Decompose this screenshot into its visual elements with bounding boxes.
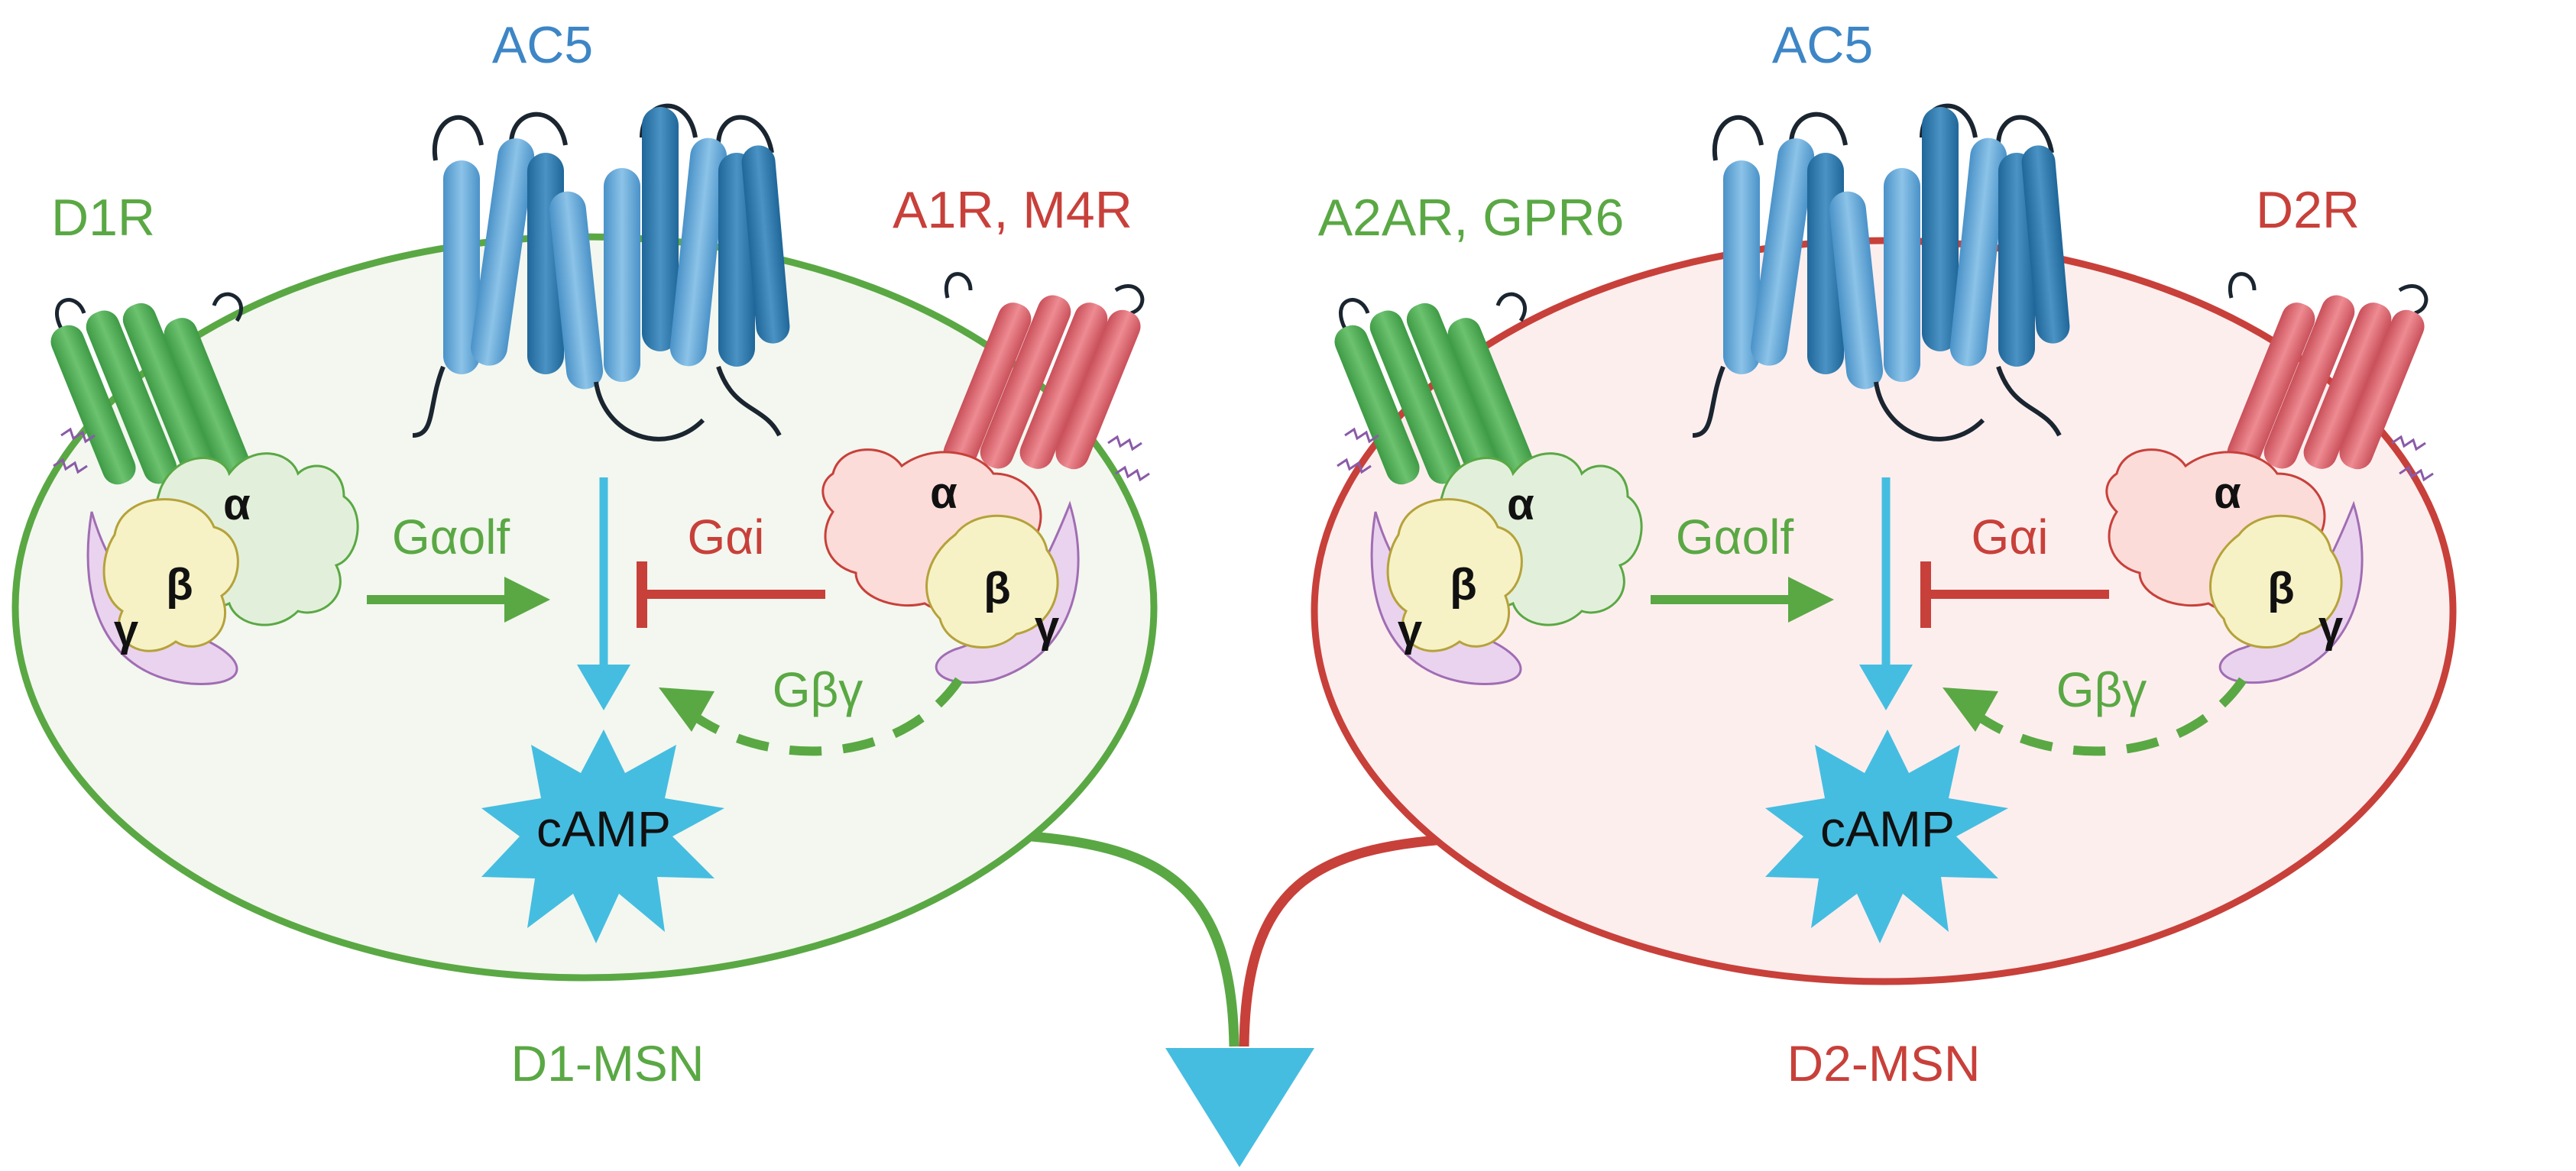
camp-label-left: cAMP bbox=[536, 801, 671, 857]
d2-msn-label: D2-MSN bbox=[1787, 1035, 1980, 1092]
camp-star-right bbox=[1765, 729, 2008, 943]
gbg-arrowhead-right bbox=[1943, 687, 1998, 732]
gamma-label-right-inhib: γ bbox=[2318, 602, 2344, 652]
gamma-label-left-inhib: γ bbox=[1035, 602, 1060, 652]
camp-star-left bbox=[481, 729, 724, 943]
g-protein-inhib-left: α β γ bbox=[821, 448, 1080, 684]
d2-output-line bbox=[1239, 833, 1456, 1047]
camp-label-right: cAMP bbox=[1820, 801, 1955, 857]
ac5-camp-arrowhead-right bbox=[1859, 665, 1913, 710]
ac5-enzyme-right bbox=[1692, 103, 2070, 442]
ac5-camp-arrowhead-left bbox=[577, 665, 630, 710]
beta-subunit-left-stim bbox=[102, 498, 239, 652]
beta-label-right-stim: β bbox=[1450, 560, 1476, 610]
g-protein-stim-left: α β γ bbox=[86, 452, 359, 685]
camp-burst-left: cAMP bbox=[481, 729, 724, 943]
d1r-receptor bbox=[50, 292, 252, 485]
a1r-m4r-label: A1R, M4R bbox=[893, 181, 1132, 239]
output-arrowhead bbox=[1165, 1048, 1314, 1167]
d1r-label: D1R bbox=[51, 189, 155, 247]
g-protein-stim-right: α β γ bbox=[1370, 452, 1643, 685]
g-protein-inhib-right: α β γ bbox=[2105, 448, 2364, 684]
beta-subunit-right-stim bbox=[1386, 498, 1523, 652]
beta-subunit-right-inhib bbox=[2209, 514, 2343, 649]
beta-label-left-stim: β bbox=[166, 560, 193, 610]
gaolf-arrowhead-left bbox=[504, 577, 550, 623]
d2-msn-cell: AC5 A2AR, GPR6 α β γ bbox=[1311, 16, 2457, 1092]
d1-msn-cell: AC5 D1R α β γ bbox=[11, 16, 1158, 1092]
camp-burst-right: cAMP bbox=[1765, 729, 2008, 943]
a1r-m4r-receptor bbox=[943, 272, 1150, 482]
gbg-label-right: Gβγ bbox=[2056, 662, 2147, 717]
d2r-label: D2R bbox=[2256, 181, 2360, 239]
gai-label-left: Gαi bbox=[688, 509, 765, 564]
d1-output-line bbox=[1031, 831, 1239, 1047]
output-convergence bbox=[1031, 831, 1456, 1167]
ac5-enzyme-left bbox=[412, 103, 790, 442]
alpha-label-left-inhib: α bbox=[930, 468, 957, 518]
ac5-label-right: AC5 bbox=[1772, 16, 1873, 74]
ac5-label-left: AC5 bbox=[492, 16, 593, 74]
gaolf-label-right: Gαolf bbox=[1676, 509, 1794, 564]
gbg-arrowhead-left bbox=[659, 687, 714, 732]
beta-subunit-left-inhib bbox=[925, 514, 1059, 649]
a2ar-gpr6-label: A2AR, GPR6 bbox=[1318, 189, 1625, 247]
gaolf-label-left: Gαolf bbox=[392, 509, 510, 564]
beta-label-right-inhib: β bbox=[2267, 564, 2294, 613]
alpha-label-left-stim: α bbox=[223, 480, 251, 529]
gamma-label-right-stim: γ bbox=[1398, 606, 1423, 655]
alpha-label-right-inhib: α bbox=[2214, 468, 2241, 518]
gamma-label-left-stim: γ bbox=[114, 606, 139, 655]
alpha-label-right-stim: α bbox=[1507, 480, 1534, 529]
d2r-receptor bbox=[2227, 272, 2434, 482]
signaling-arrows-left bbox=[367, 477, 963, 756]
gbg-label-left: Gβγ bbox=[773, 662, 864, 717]
signaling-arrows-right bbox=[1651, 477, 2247, 756]
a2ar-gpr6-receptor bbox=[1334, 292, 1536, 485]
d1-msn-label: D1-MSN bbox=[510, 1035, 704, 1092]
gaolf-arrowhead-right bbox=[1788, 577, 1834, 623]
beta-label-left-inhib: β bbox=[983, 564, 1010, 613]
gai-label-right: Gαi bbox=[1972, 509, 2049, 564]
